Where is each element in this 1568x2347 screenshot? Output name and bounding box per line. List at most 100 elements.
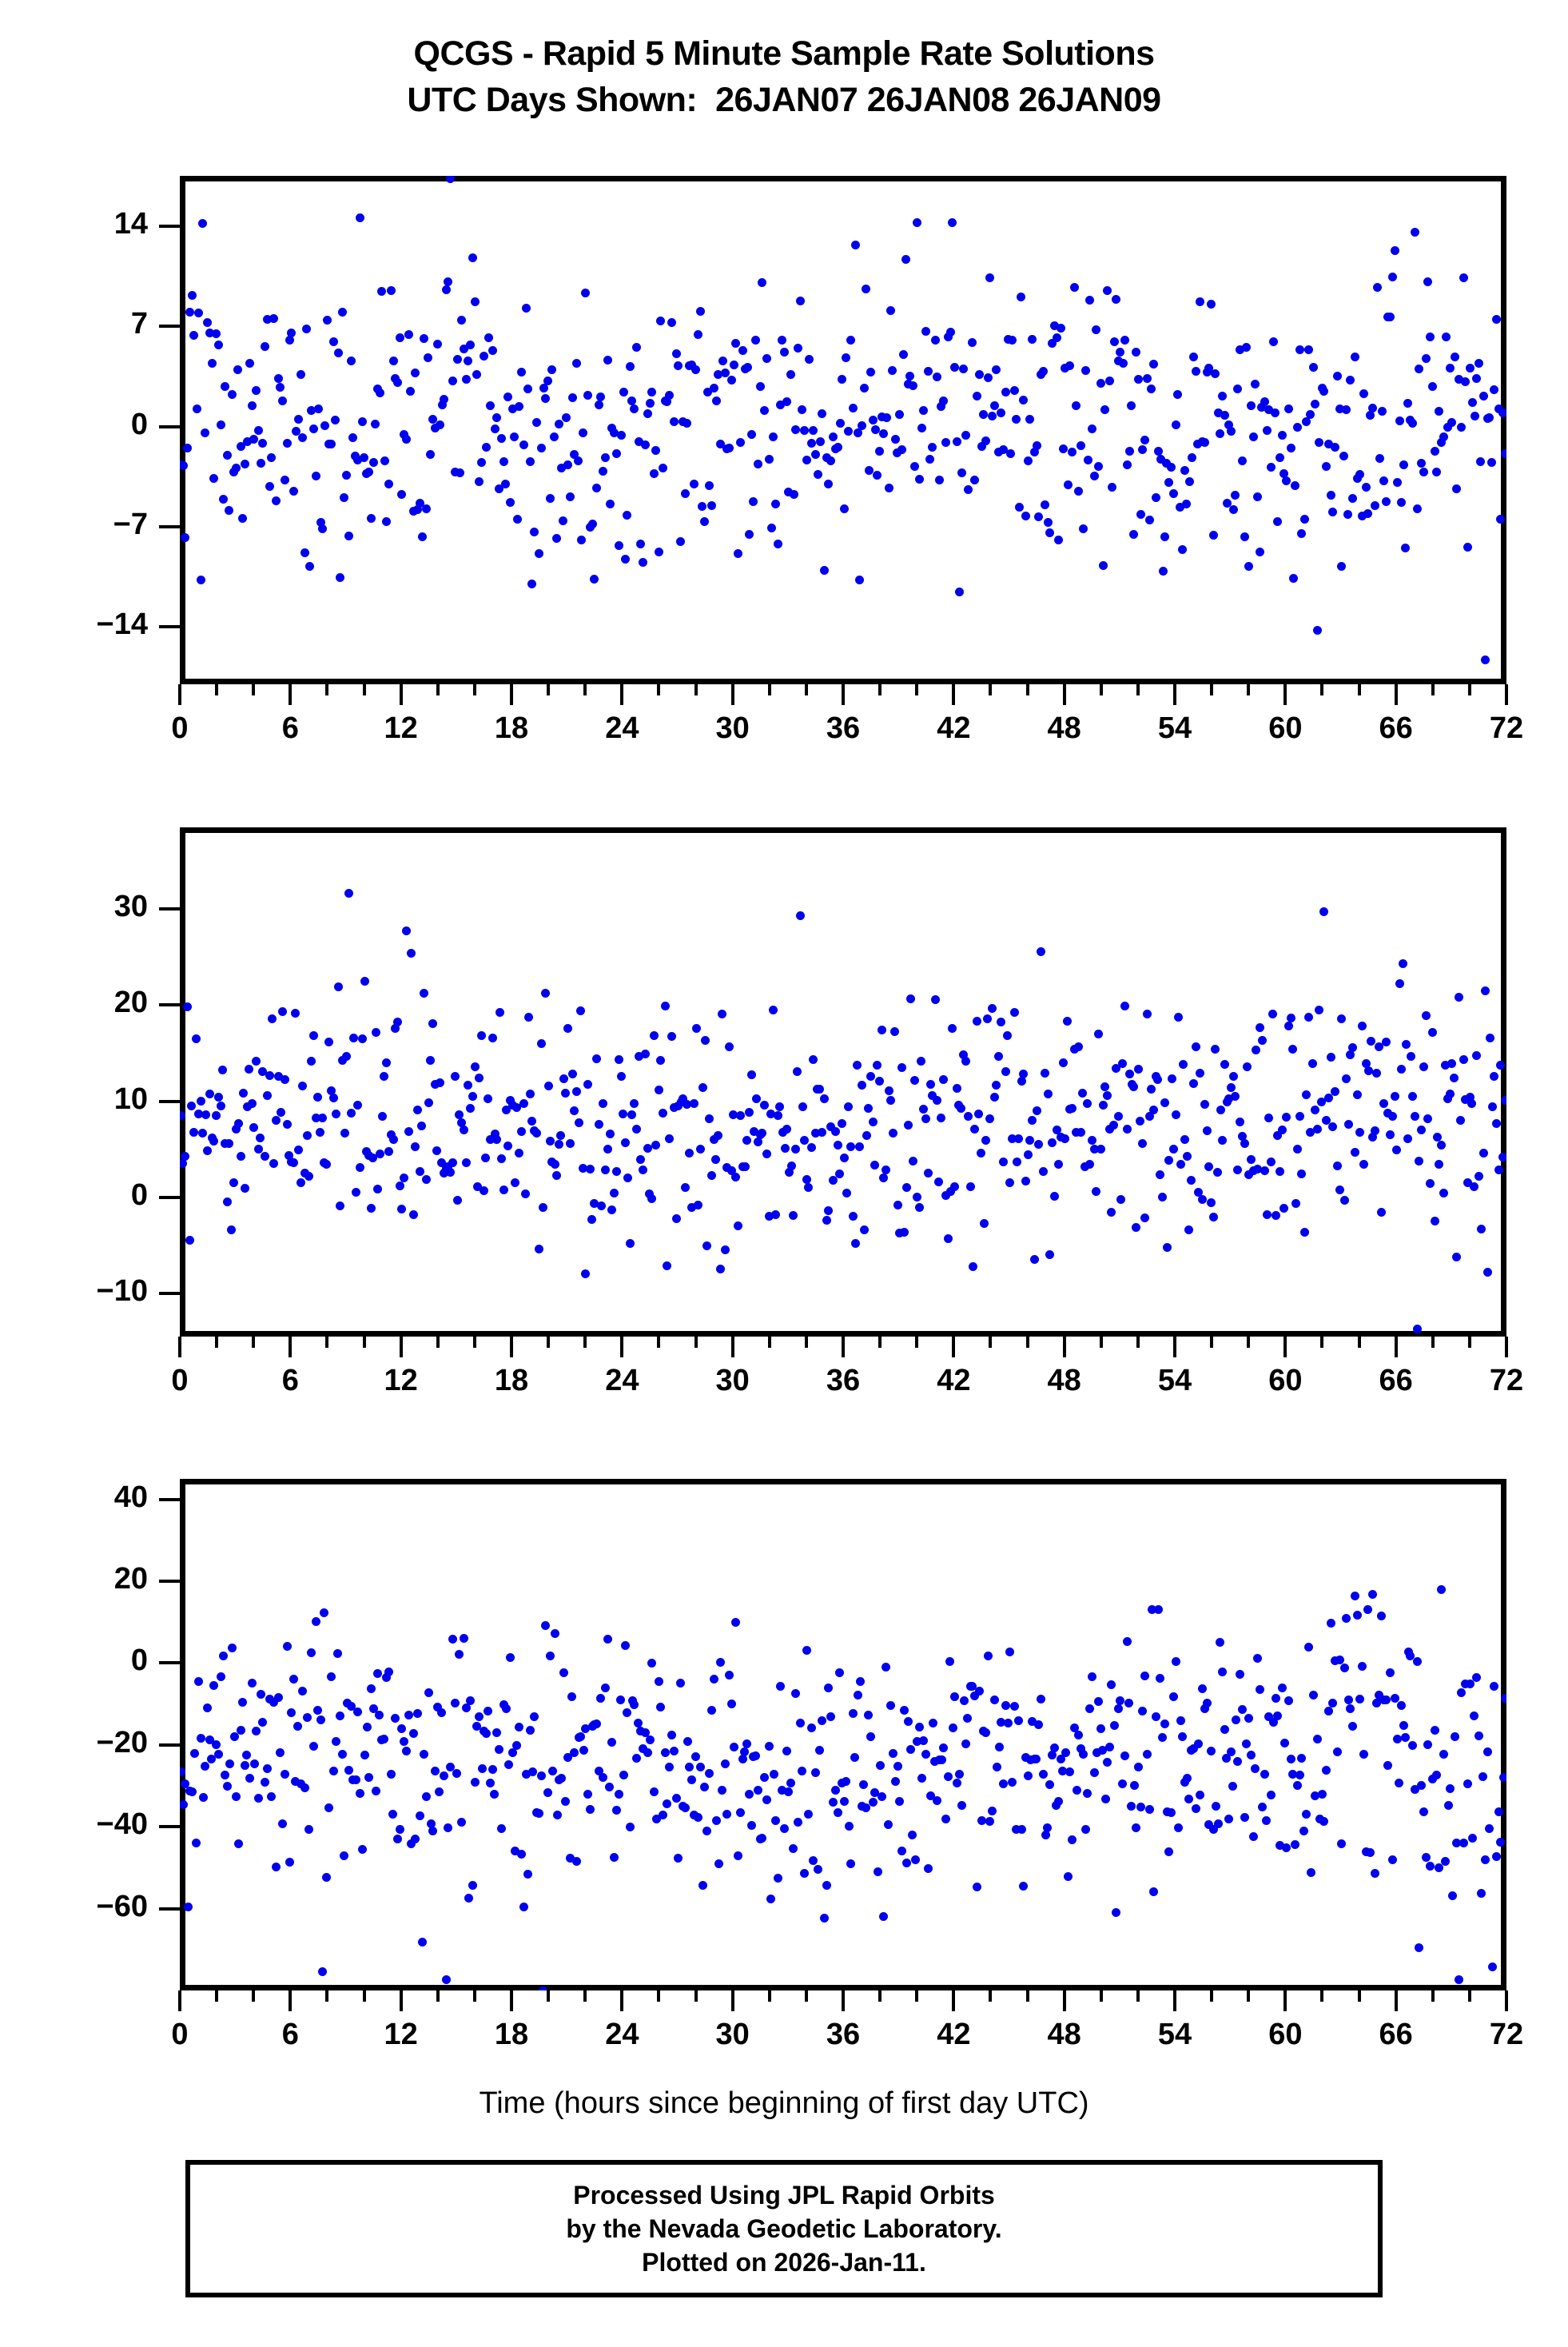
y-tick-label: 40	[113, 1480, 148, 1514]
data-point	[771, 1210, 781, 1220]
data-point	[1029, 448, 1039, 457]
data-point	[543, 1787, 552, 1797]
data-point	[1034, 1140, 1044, 1150]
data-point	[879, 1173, 889, 1182]
data-point	[1474, 1731, 1483, 1740]
data-point	[1457, 423, 1467, 432]
data-point	[1257, 1036, 1267, 1046]
data-point	[643, 408, 652, 418]
data-point	[260, 1777, 269, 1787]
data-point	[527, 580, 537, 589]
data-point	[202, 1146, 212, 1156]
data-point	[251, 386, 261, 396]
data-point	[1395, 1778, 1404, 1787]
data-point	[492, 413, 502, 423]
data-point	[256, 1689, 265, 1699]
data-point	[610, 428, 619, 437]
data-point	[406, 386, 416, 396]
data-point	[674, 361, 683, 370]
data-point	[704, 1114, 714, 1123]
data-point	[806, 439, 816, 448]
data-point	[1251, 379, 1260, 389]
data-point	[217, 1672, 226, 1681]
data-point	[1370, 1869, 1379, 1879]
data-point	[1204, 1162, 1214, 1172]
data-point	[534, 1808, 543, 1818]
data-point	[1299, 1227, 1309, 1237]
data-point	[1009, 386, 1019, 396]
data-point	[521, 303, 531, 313]
data-point	[1025, 414, 1035, 424]
data-point	[304, 1172, 314, 1181]
data-point	[245, 1774, 254, 1783]
data-point	[1118, 359, 1128, 369]
data-point	[681, 489, 690, 499]
data-point	[1208, 530, 1218, 540]
data-point	[800, 1136, 810, 1146]
data-point	[1445, 1089, 1455, 1098]
data-point	[590, 574, 599, 584]
data-point	[198, 1793, 208, 1803]
y-tick-major	[159, 1003, 180, 1007]
data-point	[256, 1134, 265, 1143]
data-point	[1312, 1125, 1322, 1134]
data-point	[939, 1075, 949, 1085]
data-point	[1041, 500, 1050, 509]
data-point	[619, 388, 628, 397]
data-point	[304, 561, 314, 571]
data-point	[212, 1739, 221, 1749]
data-point	[621, 554, 631, 564]
data-point	[630, 404, 639, 413]
x-tick-label: 60	[1268, 711, 1303, 745]
data-point	[671, 1794, 681, 1803]
data-point	[651, 1814, 661, 1823]
data-point	[417, 1938, 427, 1947]
data-point	[830, 1785, 840, 1795]
data-point	[421, 504, 431, 514]
data-point	[1452, 1839, 1462, 1848]
data-point	[1240, 1139, 1249, 1149]
data-point	[997, 1717, 1006, 1727]
data-point	[1281, 1843, 1291, 1852]
data-point	[1439, 432, 1448, 441]
data-point	[440, 394, 449, 404]
data-point	[384, 1667, 393, 1676]
data-point	[1089, 1145, 1099, 1154]
data-point	[523, 1869, 533, 1879]
data-point	[619, 1770, 628, 1779]
data-point	[691, 1023, 701, 1033]
data-point	[1392, 1146, 1402, 1155]
data-point	[395, 1824, 404, 1834]
data-point	[1255, 1684, 1264, 1694]
data-point	[1317, 1789, 1327, 1799]
data-point	[253, 426, 263, 436]
data-point	[727, 1699, 737, 1708]
data-point	[595, 1119, 604, 1129]
data-point	[234, 1118, 244, 1128]
data-point	[921, 326, 931, 336]
data-point	[759, 405, 769, 415]
data-point	[910, 1855, 920, 1865]
data-point	[917, 423, 926, 432]
x-tick-major	[289, 1990, 293, 2011]
data-point	[700, 517, 710, 527]
data-point	[862, 1131, 871, 1141]
data-point	[924, 366, 933, 376]
data-point	[846, 335, 856, 345]
data-point	[181, 1779, 190, 1788]
data-point	[1078, 1089, 1088, 1098]
data-point	[784, 488, 794, 497]
x-tick-minor	[1467, 1990, 1471, 2002]
data-point	[1461, 1095, 1470, 1104]
data-point	[1144, 516, 1154, 525]
data-point	[377, 1112, 387, 1122]
data-point	[820, 565, 830, 575]
data-point	[715, 1658, 725, 1668]
data-point	[746, 1070, 756, 1080]
data-point	[397, 490, 407, 500]
data-point	[1048, 338, 1057, 348]
data-point	[1012, 1158, 1021, 1167]
x-tick-major	[1394, 1337, 1398, 1357]
data-point	[297, 433, 307, 443]
data-point	[1032, 1755, 1041, 1764]
